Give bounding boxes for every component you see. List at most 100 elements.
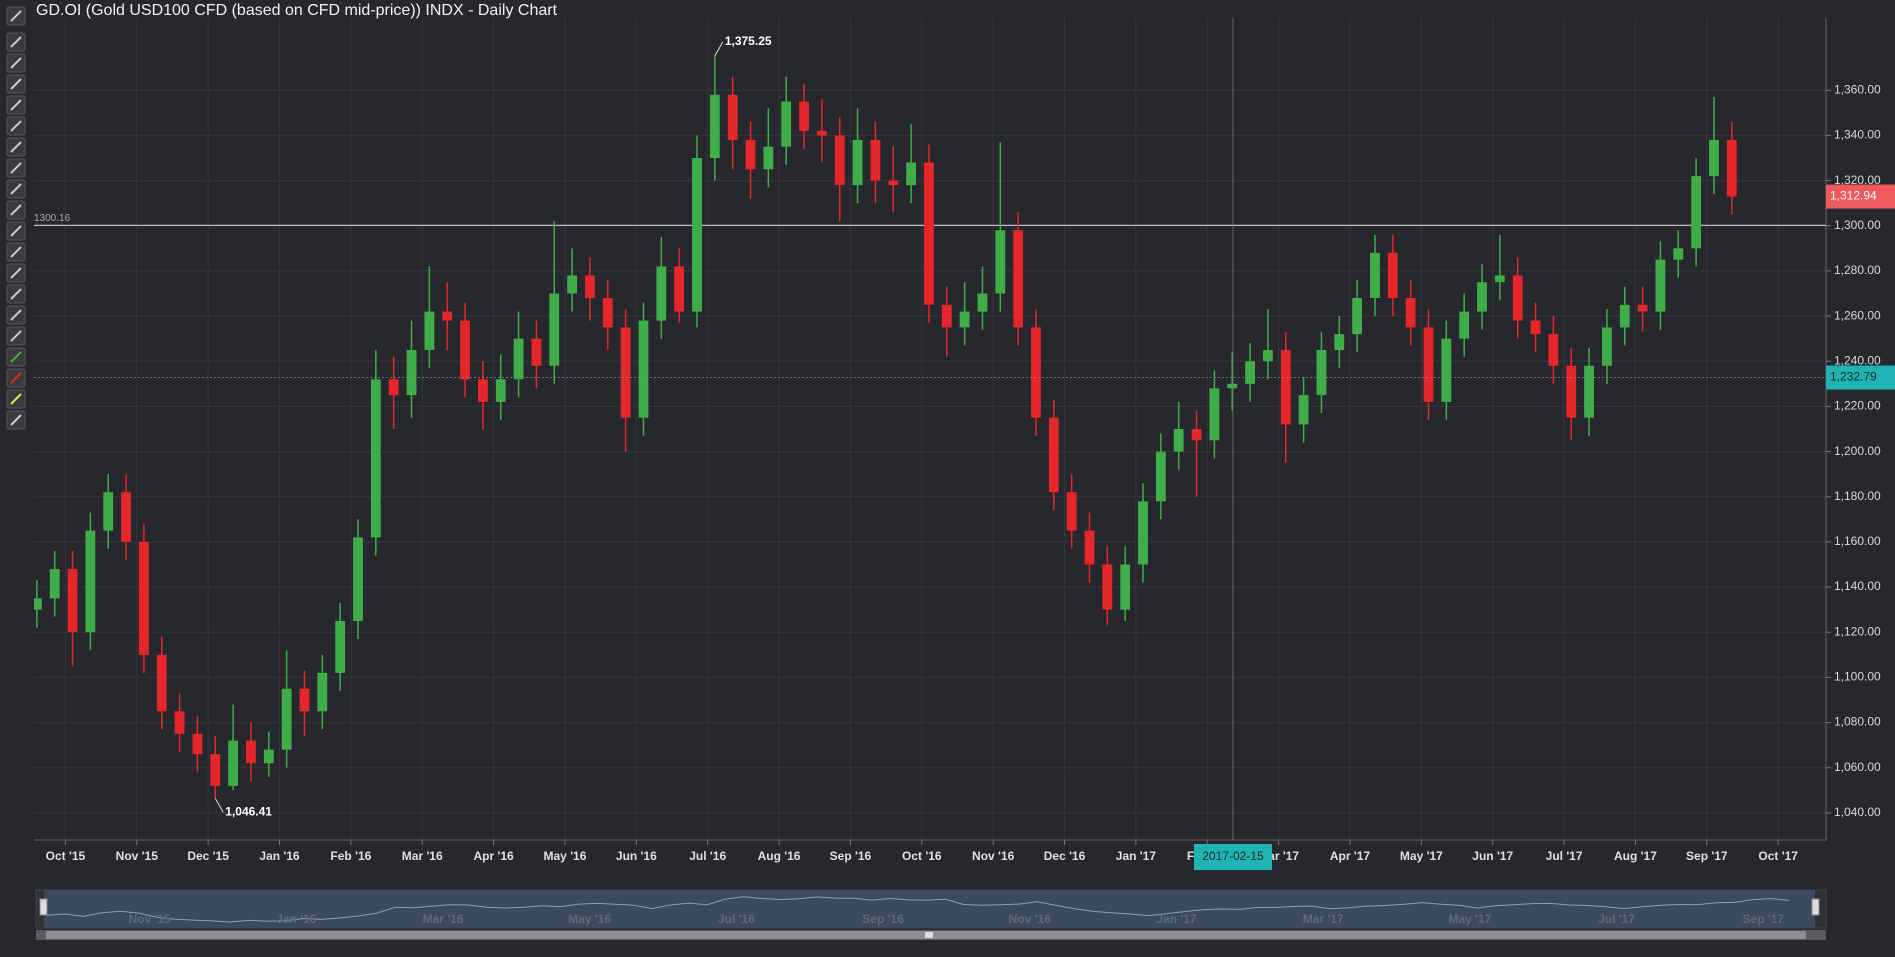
candle-body — [1637, 304, 1648, 312]
annotation-label: 1,046.41 — [225, 805, 272, 819]
candle-body — [263, 749, 274, 764]
candle-body — [1602, 327, 1612, 366]
candle-body — [1138, 501, 1148, 565]
annotation-label: 1,375.25 — [725, 34, 772, 48]
navigator-tick-label: Mar '17 — [1303, 912, 1344, 926]
x-tick-label: Sep '16 — [830, 849, 872, 863]
candle-body — [210, 754, 221, 786]
x-tick-label: Oct '16 — [902, 849, 942, 863]
candle-body — [1173, 429, 1184, 452]
navigator-tick-label: May '16 — [568, 912, 611, 926]
navigator-tick-label: Jul '17 — [1598, 912, 1635, 926]
y-tick-label: 1,240.00 — [1834, 353, 1881, 367]
candle-body — [941, 304, 952, 328]
x-tick-label: May '17 — [1400, 849, 1443, 863]
x-tick-label: Sep '17 — [1686, 849, 1728, 863]
candle-body — [763, 146, 774, 170]
tool-icon — [10, 57, 22, 69]
candle-body — [852, 139, 863, 186]
candle-body — [49, 569, 60, 599]
candle-body — [1013, 230, 1024, 328]
candle-body — [1066, 492, 1077, 531]
tool-icon — [10, 10, 22, 22]
x-tick-label: Jul '16 — [689, 849, 726, 863]
candle-body — [1530, 320, 1541, 335]
navigator: Nov '15 Jan '16 Mar '16 May '16 Jul '16 Sep '… — [35, 889, 1827, 940]
x-tick-label: Apr '17 — [1330, 849, 1371, 863]
candle-body — [995, 230, 1006, 294]
reference-line-label: 1300.16 — [34, 213, 71, 224]
candle-body — [1263, 349, 1273, 362]
x-tick-label: Aug '16 — [758, 849, 801, 863]
candle-body — [1209, 388, 1220, 441]
candle-body — [513, 338, 524, 380]
y-tick-label: 1,280.00 — [1834, 263, 1881, 277]
navigator-tick-label: Jan '17 — [1156, 912, 1197, 926]
candle-body — [1459, 311, 1470, 339]
candle-body — [1191, 429, 1202, 441]
candle-body — [1619, 304, 1630, 328]
tool-icon — [10, 372, 22, 384]
candle-body — [1155, 451, 1166, 502]
candle-body — [1334, 334, 1345, 350]
toolbar — [6, 6, 26, 430]
candle-body — [281, 688, 292, 750]
x-tick-label: Jun '16 — [616, 849, 657, 863]
y-tick-label: 1,100.00 — [1834, 670, 1881, 684]
candle-body — [335, 620, 346, 673]
candle-body — [1387, 252, 1398, 299]
tool-icon — [10, 120, 22, 132]
scrollbar-grip[interactable] — [925, 932, 933, 938]
x-tick-label: Oct '15 — [46, 849, 86, 863]
candle-body — [888, 180, 899, 186]
last-price-box — [1826, 184, 1895, 209]
candle-body — [1494, 275, 1505, 283]
candle-body — [1566, 365, 1577, 418]
candle-body — [1352, 298, 1363, 335]
candle-body — [370, 379, 381, 538]
x-tick-label: Jul '17 — [1546, 849, 1583, 863]
candle-body — [406, 349, 417, 396]
x-tick-label: Nov '16 — [972, 849, 1015, 863]
candle-body — [1031, 327, 1041, 418]
candle-body — [924, 162, 934, 305]
candle-body — [477, 379, 488, 402]
crosshair-y-label: 1,232.79 — [1830, 370, 1877, 384]
candle-body — [1584, 365, 1594, 418]
navigator-handle-right[interactable] — [1811, 898, 1820, 916]
tool-icon — [10, 414, 22, 426]
candle-body — [192, 733, 203, 755]
candle-body — [1405, 298, 1416, 328]
candle-body — [602, 298, 613, 328]
tool-icon — [10, 162, 22, 174]
candle-body — [388, 379, 399, 396]
candle-body — [228, 740, 239, 786]
tool-icon — [10, 330, 22, 342]
x-tick-label: Mar '16 — [402, 849, 443, 863]
navigator-tick-label: Sep '16 — [862, 912, 904, 926]
navigator-handle-left[interactable] — [39, 898, 48, 916]
y-tick-label: 1,220.00 — [1834, 399, 1881, 413]
candle-body — [567, 275, 578, 294]
navigator-tick-label: Nov '16 — [1009, 912, 1052, 926]
candle-body — [1370, 252, 1380, 299]
candle-body — [977, 293, 988, 312]
candle-body — [1120, 564, 1131, 610]
tool-icon — [10, 246, 22, 258]
candle-body — [1048, 417, 1059, 493]
x-tick-label: Apr '16 — [473, 849, 514, 863]
candle-body — [1548, 334, 1559, 366]
y-tick-label: 1,080.00 — [1834, 715, 1881, 729]
annotation-leader — [214, 798, 224, 813]
candle-body — [121, 492, 131, 542]
tool-icon — [10, 78, 22, 90]
y-tick-label: 1,120.00 — [1834, 624, 1881, 638]
tool-icon — [10, 225, 22, 237]
y-tick-label: 1,040.00 — [1834, 805, 1881, 819]
candle-body — [1316, 349, 1327, 396]
tool-icon — [10, 267, 22, 279]
candle-body — [656, 266, 667, 321]
y-tick-label: 1,200.00 — [1834, 444, 1881, 458]
candle-body — [1512, 275, 1523, 321]
